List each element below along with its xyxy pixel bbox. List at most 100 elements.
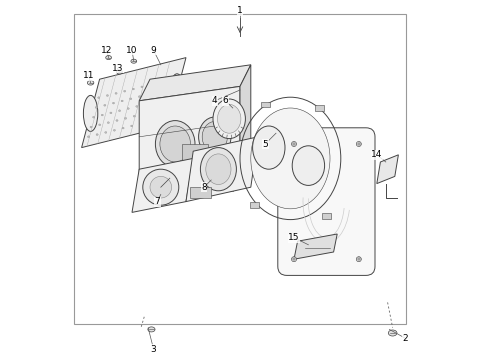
Ellipse shape (147, 94, 149, 95)
Ellipse shape (251, 108, 330, 209)
Ellipse shape (217, 104, 241, 133)
Ellipse shape (144, 103, 146, 105)
Ellipse shape (119, 110, 120, 112)
Ellipse shape (158, 82, 160, 84)
Ellipse shape (292, 146, 324, 185)
Ellipse shape (101, 114, 103, 116)
Text: 9: 9 (151, 46, 156, 55)
Ellipse shape (131, 59, 137, 63)
Text: 13: 13 (112, 64, 123, 73)
Ellipse shape (141, 86, 143, 88)
Text: 4: 4 (212, 96, 217, 105)
Ellipse shape (148, 327, 155, 332)
Ellipse shape (160, 126, 191, 162)
Polygon shape (139, 65, 251, 101)
Ellipse shape (133, 115, 135, 117)
Ellipse shape (107, 122, 109, 123)
Bar (315, 105, 324, 111)
Ellipse shape (159, 109, 161, 111)
Ellipse shape (201, 148, 236, 191)
Bar (161, 180, 175, 191)
Ellipse shape (213, 99, 245, 139)
Ellipse shape (105, 131, 107, 133)
Ellipse shape (170, 74, 184, 110)
Text: 5: 5 (263, 140, 268, 149)
Polygon shape (139, 86, 240, 187)
Text: 7: 7 (155, 197, 160, 206)
Ellipse shape (96, 134, 98, 135)
Ellipse shape (167, 80, 169, 81)
Ellipse shape (199, 117, 231, 157)
Ellipse shape (104, 104, 106, 106)
Ellipse shape (138, 96, 141, 98)
Bar (190, 180, 204, 191)
Ellipse shape (291, 141, 297, 147)
Ellipse shape (291, 257, 297, 262)
Ellipse shape (356, 141, 361, 147)
Ellipse shape (98, 124, 101, 126)
Ellipse shape (87, 136, 90, 138)
Text: 8: 8 (201, 183, 207, 192)
Polygon shape (377, 155, 398, 184)
Ellipse shape (107, 95, 108, 96)
Ellipse shape (139, 123, 142, 125)
Polygon shape (240, 65, 251, 173)
Bar (218, 180, 233, 191)
Ellipse shape (156, 91, 158, 93)
Ellipse shape (106, 55, 111, 60)
Ellipse shape (90, 126, 92, 128)
Ellipse shape (156, 118, 159, 120)
Ellipse shape (84, 95, 98, 131)
Bar (182, 144, 208, 162)
Polygon shape (186, 137, 258, 202)
Ellipse shape (127, 108, 129, 109)
Ellipse shape (98, 97, 100, 99)
Text: 6: 6 (223, 96, 228, 105)
Ellipse shape (95, 107, 97, 108)
Ellipse shape (150, 176, 172, 198)
Polygon shape (82, 58, 186, 148)
Bar (74, 14, 406, 324)
Ellipse shape (130, 98, 132, 100)
Polygon shape (132, 158, 193, 212)
Ellipse shape (153, 101, 155, 103)
Ellipse shape (122, 127, 124, 129)
Text: 15: 15 (288, 233, 300, 242)
FancyBboxPatch shape (278, 128, 375, 275)
Ellipse shape (162, 99, 164, 101)
Text: 14: 14 (371, 150, 383, 159)
Text: 2: 2 (403, 334, 408, 343)
Text: 11: 11 (83, 71, 95, 80)
Ellipse shape (132, 88, 134, 90)
Ellipse shape (116, 120, 118, 121)
Ellipse shape (87, 81, 94, 85)
Ellipse shape (202, 122, 228, 152)
Text: 1: 1 (237, 6, 243, 15)
Ellipse shape (124, 90, 126, 92)
Ellipse shape (121, 100, 123, 102)
Ellipse shape (136, 105, 138, 107)
Ellipse shape (93, 116, 95, 118)
Ellipse shape (131, 125, 133, 127)
Text: 10: 10 (126, 46, 138, 55)
Ellipse shape (112, 102, 115, 104)
Ellipse shape (113, 129, 116, 131)
Ellipse shape (143, 169, 179, 205)
Ellipse shape (388, 330, 397, 336)
Ellipse shape (150, 84, 152, 86)
Ellipse shape (115, 93, 117, 94)
Ellipse shape (252, 126, 285, 169)
Bar (261, 102, 270, 107)
Ellipse shape (142, 113, 144, 115)
Ellipse shape (148, 121, 150, 122)
Ellipse shape (356, 257, 361, 262)
Ellipse shape (110, 112, 112, 114)
Ellipse shape (117, 70, 122, 74)
Bar (322, 213, 331, 219)
Ellipse shape (124, 117, 127, 119)
Bar (190, 187, 211, 198)
Text: 12: 12 (101, 46, 112, 55)
Ellipse shape (164, 89, 167, 91)
Text: 3: 3 (151, 345, 156, 354)
Ellipse shape (150, 111, 153, 113)
